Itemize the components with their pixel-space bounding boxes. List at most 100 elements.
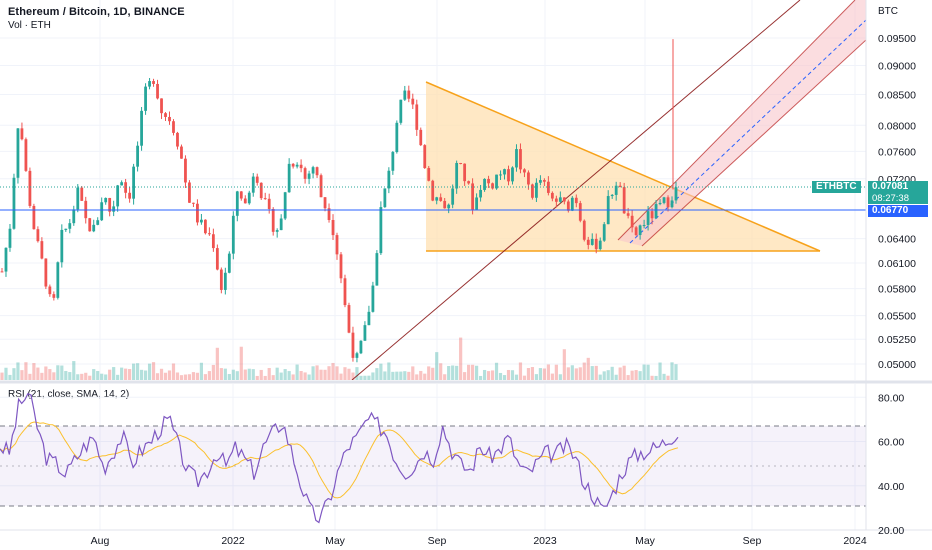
volume-bar [666,375,670,380]
candle-body [196,203,199,223]
channel-lower-line[interactable] [641,39,866,247]
candle-body [443,200,447,209]
candle-body [148,81,151,87]
volume-bar [582,362,586,380]
volume-bar [359,375,363,380]
volume-bar [467,364,471,380]
volume-bar [84,372,88,380]
volume-bar [76,374,80,380]
candle-body [586,239,590,245]
volume-bar [143,370,148,380]
candle-body [475,197,478,210]
volume-bar [343,367,347,380]
volume-bar [646,364,650,380]
volume-bar [570,365,574,380]
candle-body [542,180,546,182]
candle-body [40,241,44,259]
trend-line[interactable] [351,0,801,380]
candle-body [367,311,371,326]
candle-body [319,175,323,198]
channel-upper-line[interactable] [617,0,856,241]
volume-bar [626,375,630,380]
candle-body [211,234,215,249]
candle-body [100,202,104,221]
volume-bar [24,362,28,380]
parallel-channel-fill[interactable] [618,0,866,246]
price-tick-label: 0.06400 [878,234,916,246]
candle-body [331,219,335,236]
volume-bar [566,367,570,380]
candle-body [32,205,36,230]
candle-body [491,183,494,189]
candle-body [479,189,482,198]
candle-body [614,185,618,195]
volume-bar [530,367,535,380]
rsi-tick-label: 40.00 [878,481,904,493]
volume-bar [108,369,112,380]
volume-bar [526,368,531,380]
candle-body [550,192,554,199]
volume-bar [311,366,315,380]
volume-bar [407,371,411,380]
candle-body [128,192,132,199]
candle-body [104,197,108,203]
volume-bar [68,372,72,380]
price-tick-label: 0.05000 [878,359,916,371]
time-tick-label: Sep [743,535,762,547]
volume-bar [546,364,550,380]
candle-body [375,253,379,286]
volume-bar [614,374,618,380]
candle-body [251,176,255,193]
volume-bar [447,366,451,380]
volume-bar [339,373,343,380]
volume-bar [151,362,156,380]
rsi-axis[interactable]: 80.00 60.00 40.00 20.00 [878,392,904,537]
candle-body [471,183,475,210]
candle-body [44,258,48,287]
volume-bar [518,362,523,380]
candle-body [323,197,327,209]
volume-bar [44,366,48,380]
channel-mid-line[interactable] [629,19,866,244]
triangle-upper-line[interactable] [425,81,821,252]
volume-bar [534,374,539,380]
candle-body [8,228,12,248]
volume-bar [335,366,339,380]
volume-bar [578,367,582,380]
volume-bar [606,370,610,380]
volume-bar [586,357,590,380]
candle-body [531,184,534,198]
volume-bar [104,374,108,380]
candle-body [12,177,16,229]
volume-bar [363,375,367,380]
volume-bar [259,369,263,380]
candle-body [307,173,311,179]
candle-body [339,254,343,279]
candle-body [670,200,674,208]
price-axis[interactable]: 0.095000.090000.085000.080000.076000.072… [878,33,916,371]
time-axis[interactable]: Aug 2022 May Sep 2023 May Sep 2024 [91,535,867,547]
volume-bar [658,362,662,380]
candle-body [231,215,235,254]
volume-bar [100,373,104,380]
candle-body [447,204,451,209]
candle-body [451,188,455,205]
volume-bar [494,362,499,380]
volume-bar [0,372,4,380]
volume-bar [235,371,239,380]
volume-bar [287,371,291,380]
time-tick-label: May [635,535,656,547]
candle-body [626,213,630,216]
price-tick-label: 0.05250 [878,334,916,346]
volume-bar [474,365,479,380]
volume-bar [163,372,168,380]
volume-legend: Vol · ETH [8,20,51,31]
candle-body [64,228,68,230]
volume-bar [411,366,415,380]
volume-bar [431,367,435,380]
candle-body [419,129,423,146]
candle-body [598,240,602,250]
candle-body [391,152,395,171]
